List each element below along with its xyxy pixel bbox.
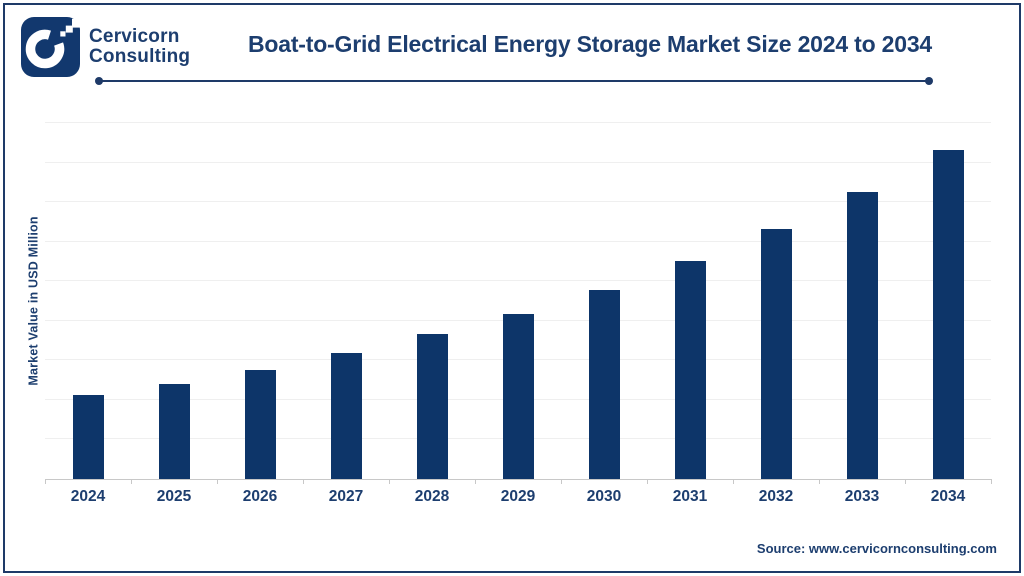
x-axis-tick-0 (45, 479, 46, 484)
bar-2028 (416, 333, 448, 479)
cervicorn-logo-icon (21, 17, 81, 77)
bar-2026 (244, 369, 276, 479)
x-axis-label-2032: 2032 (758, 488, 794, 505)
brand-name-line2: Consulting (89, 46, 191, 67)
brand-wordmark: Cervicorn Consulting (89, 27, 190, 67)
x-axis-label-2034: 2034 (930, 488, 966, 505)
x-axis-label-2028: 2028 (414, 488, 450, 505)
chart-title: Boat-to-Grid Electrical Energy Storage M… (247, 31, 933, 57)
bar-2029 (502, 314, 534, 479)
x-axis-line (45, 479, 991, 480)
bar-2031 (674, 261, 706, 479)
x-axis-tick-7 (647, 479, 648, 484)
x-axis-tick-1 (131, 479, 132, 484)
gridline-800 (45, 161, 991, 163)
x-axis-label-2031: 2031 (672, 488, 708, 505)
plot-area: 2024 2025 2026 2027 2028 2029 2030 2031 2032 2033… (45, 122, 992, 505)
bar-2033 (846, 192, 878, 479)
bar-2030 (588, 289, 620, 479)
outer-frame: Cervicorn Consulting Boat-to-Grid Electr… (3, 3, 1021, 573)
gridline-500 (45, 280, 991, 282)
x-axis-tick-6 (561, 479, 562, 484)
x-axis-label-2025: 2025 (156, 488, 192, 505)
bar-2024 (72, 395, 104, 479)
x-axis-tick-11 (991, 479, 992, 484)
x-axis-label-2030: 2030 (586, 488, 622, 505)
bar-2027 (330, 352, 362, 479)
x-axis-label-2033: 2033 (844, 488, 880, 505)
x-axis-tick-8 (733, 479, 734, 484)
gridline-600 (45, 240, 991, 242)
x-axis-tick-10 (905, 479, 906, 484)
rule-right-dot (925, 77, 933, 85)
gridline-900 (45, 122, 991, 123)
x-axis-label-2024: 2024 (70, 488, 106, 505)
rule-left-dot (95, 77, 103, 85)
x-axis-tick-3 (303, 479, 304, 484)
gridline-700 (45, 201, 991, 203)
x-axis-tick-5 (475, 479, 476, 484)
y-axis-title: Market Value in USD Million (27, 216, 42, 386)
x-axis-tick-4 (389, 479, 390, 484)
x-axis-label-2029: 2029 (500, 488, 536, 505)
title-underline-rule (95, 77, 933, 85)
source-note: Source: www.cervicornconsulting.com (756, 541, 997, 556)
x-axis-tick-2 (217, 479, 218, 484)
bar-2025 (158, 384, 190, 479)
x-axis-label-2027: 2027 (328, 488, 364, 505)
x-axis-tick-9 (819, 479, 820, 484)
bar-2032 (760, 229, 792, 479)
brand-name-line1: Cervicorn (89, 26, 180, 47)
x-axis-label-2026: 2026 (242, 488, 278, 505)
bar-2034 (932, 149, 964, 479)
